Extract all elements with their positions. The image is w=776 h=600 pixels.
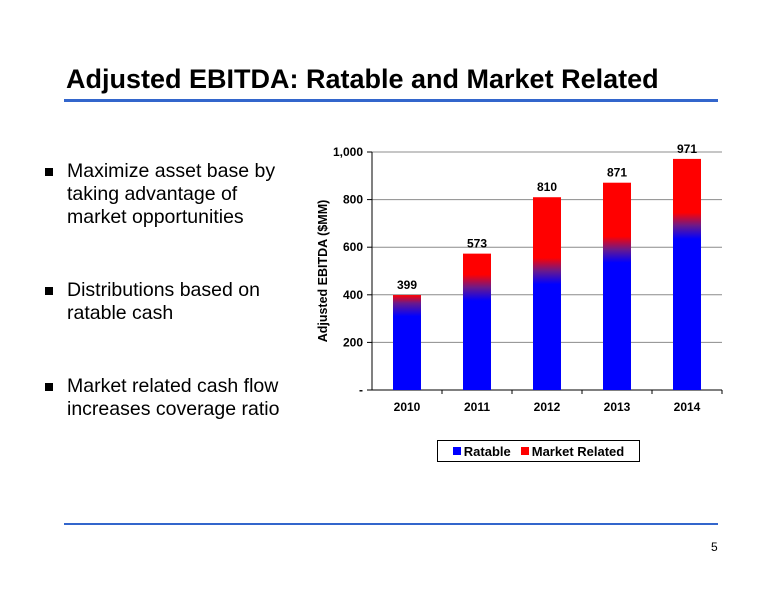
data-label-total: 871 [607,166,627,180]
data-label-total: 573 [467,237,487,251]
chart-svg: - 200 400 600 800 1,000 Adjusted EBITDA ($MM) 3… [316,142,723,414]
square-bullet-icon [45,287,53,295]
x-tick-label: 2010 [394,400,421,414]
legend-swatch-market-related [520,447,529,455]
legend-item-market-related: Market Related [520,443,625,459]
bullet-item: Maximize asset base by taking advantage … [42,160,302,229]
y-axis-title: Adjusted EBITDA ($MM) [316,200,330,343]
x-tick-label: 2011 [464,400,490,414]
data-label-total: 399 [397,278,417,292]
y-tick-label: 200 [343,335,363,349]
data-label-total: 971 [677,142,697,156]
bullet-text: Market related cash flow increases cover… [67,375,280,420]
bar-stack-2011 [463,253,491,390]
bullet-item: Market related cash flow increases cover… [42,375,302,421]
data-label-total: 810 [537,180,557,194]
bullet-item: Distributions based on ratable cash [42,279,302,325]
ebitda-chart: - 200 400 600 800 1,000 Adjusted EBITDA ($MM) 3… [300,130,740,470]
y-tick-label: 600 [343,240,363,254]
title-underline [64,99,718,102]
x-tick-label: 2013 [604,400,631,414]
page-number: 5 [711,540,718,554]
bar-stack-2010 [393,295,421,390]
legend-swatch-ratable [452,447,461,455]
bullet-list: Maximize asset base by taking advantage … [42,160,302,421]
y-tick-label: 1,000 [333,145,363,159]
x-tick-label: 2012 [534,400,561,414]
bar-stack-2013 [603,182,631,390]
legend-label-market-related: Market Related [531,443,625,459]
y-tick-label: 800 [343,193,363,207]
bar-stack-2012 [533,197,561,390]
y-tick-label: 400 [343,288,363,302]
legend-label-ratable: Ratable [463,443,511,459]
legend-item-ratable: Ratable [452,443,511,459]
square-bullet-icon [45,383,53,391]
x-tick-label: 2014 [674,400,701,414]
y-tick-label: - [359,383,363,397]
bar-stack-2014 [673,158,701,390]
footer-rule [64,523,718,525]
bullet-text: Maximize asset base by taking advantage … [67,160,276,228]
chart-legend: Ratable Market Related [437,440,640,462]
square-bullet-icon [45,168,53,176]
bullet-text: Distributions based on ratable cash [67,279,260,324]
slide-title: Adjusted EBITDA: Ratable and Market Rela… [66,64,659,94]
